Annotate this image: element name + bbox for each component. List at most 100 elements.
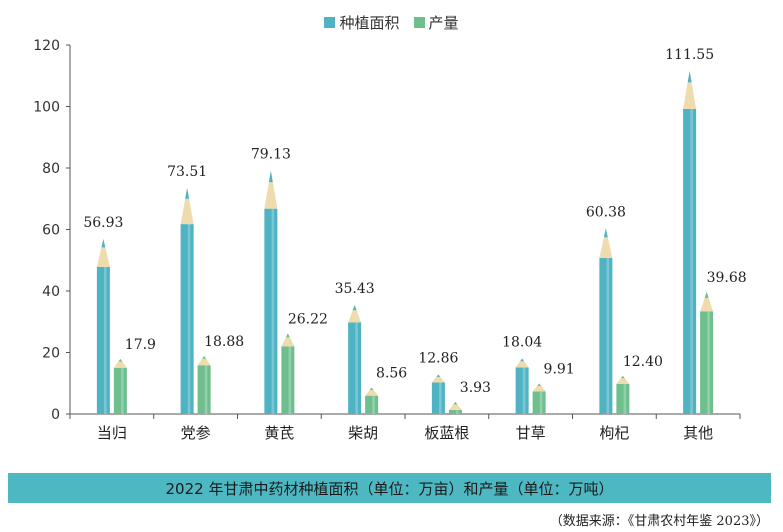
- bar-shade-area-1: [104, 266, 107, 414]
- bar-area-3: [264, 208, 278, 414]
- bar-tip-area-6: [515, 358, 529, 368]
- bar-shade-area-6: [522, 367, 526, 414]
- bar-lead-area-4: [352, 305, 357, 311]
- bar-tip-output-3: [281, 333, 295, 347]
- bar-tip-output-6: [532, 383, 546, 392]
- bar-tip-area-8: [683, 70, 697, 109]
- bar-lead-area-1: [101, 238, 106, 248]
- bar-lead-area-3: [268, 170, 273, 183]
- bar-lead-output-6: [537, 383, 542, 386]
- bar-area-8: [683, 108, 697, 414]
- y-tick-label: 80: [42, 161, 60, 177]
- y-tick-label: 40: [42, 284, 60, 300]
- bar-chart: 0 20 40 60 80 100 120 56.93 17.9 当归 73.51 18.88 党参 79…: [33, 38, 747, 442]
- bar-tip-output-8: [700, 291, 714, 312]
- bar-shade-output-1: [121, 367, 124, 414]
- data-label-output-4: 8.56: [376, 366, 407, 382]
- bar-lead-area-2: [185, 187, 190, 199]
- bar-output-5: [448, 409, 462, 414]
- data-label-area-7: 60.38: [586, 204, 626, 220]
- bar-output-6: [532, 391, 546, 414]
- bar-shade-output-3: [288, 346, 292, 414]
- bar-lead-output-2: [202, 355, 207, 359]
- bar-tip-output-7: [616, 375, 630, 384]
- x-tick-label: 当归: [97, 424, 127, 442]
- bar-lead-output-7: [620, 375, 625, 379]
- bar-output-3: [281, 346, 295, 414]
- bar-shade-output-6: [539, 391, 543, 414]
- x-tick-label: 其他: [683, 424, 713, 442]
- x-tick-label: 甘草: [516, 424, 546, 442]
- bar-tip-area-1: [96, 238, 110, 267]
- bar-shade-area-2: [187, 224, 191, 414]
- bar-tip-area-2: [180, 187, 194, 225]
- data-label-output-8: 39.68: [707, 270, 747, 286]
- bar-lead-output-3: [285, 333, 290, 338]
- legend-label-output: 产量: [428, 14, 459, 32]
- data-label-area-5: 12.86: [418, 350, 458, 366]
- bar-shade-output-7: [623, 383, 627, 414]
- y-tick-label: 120: [33, 38, 60, 54]
- bar-area-2: [180, 224, 194, 414]
- bar-lead-area-7: [603, 228, 608, 238]
- bar-output-4: [365, 395, 379, 414]
- legend-swatch-output: [413, 17, 425, 28]
- bar-lead-output-8: [704, 291, 709, 298]
- data-label-area-6: 18.04: [502, 335, 542, 351]
- data-label-output-1: 17.9: [125, 337, 156, 353]
- bar-shade-output-2: [204, 365, 208, 414]
- data-label-area-8: 111.55: [665, 47, 714, 63]
- bar-lead-area-6: [520, 358, 525, 362]
- bar-area-4: [348, 322, 362, 414]
- x-tick-label: 枸杞: [599, 424, 629, 442]
- data-label-output-3: 26.22: [288, 311, 328, 327]
- bar-shade-output-8: [707, 311, 710, 414]
- bar-lead-output-1: [118, 358, 123, 362]
- bar-output-8: [700, 311, 714, 414]
- legend-label-area: 种植面积: [339, 14, 400, 32]
- caption-text: 2022 年甘肃中药材种植面积（单位：万亩）和产量（单位：万吨）: [165, 479, 614, 498]
- bar-tip-output-5: [448, 401, 462, 410]
- chart-caption: 2022 年甘肃中药材种植面积（单位：万亩）和产量（单位：万吨）: [8, 473, 771, 503]
- data-label-output-6: 9.91: [544, 362, 575, 378]
- x-tick-label: 党参: [181, 424, 211, 442]
- bar-area-5: [431, 382, 445, 414]
- bar-tip-output-4: [365, 387, 379, 396]
- y-tick-label: 100: [33, 100, 60, 116]
- bar-lead-area-8: [687, 70, 692, 83]
- data-label-area-1: 56.93: [83, 215, 123, 231]
- bar-lead-output-5: [453, 401, 458, 405]
- bar-shade-area-5: [439, 382, 442, 414]
- bar-tip-output-1: [113, 358, 127, 368]
- x-tick-label: 柴胡: [348, 424, 378, 442]
- bar-tip-area-3: [264, 170, 278, 209]
- bar-area-6: [515, 367, 529, 414]
- x-tick-label: 黄芪: [264, 424, 294, 442]
- data-label-output-2: 18.88: [204, 334, 244, 350]
- bar-tip-area-7: [599, 228, 613, 259]
- y-tick-label: 60: [42, 223, 60, 239]
- bar-output-1: [113, 367, 127, 414]
- bar-shade-area-3: [271, 208, 275, 414]
- bar-tip-area-4: [348, 305, 362, 323]
- bar-lead-output-4: [369, 387, 374, 391]
- bar-shade-output-4: [372, 395, 375, 414]
- bar-tip-output-2: [197, 355, 211, 366]
- bar-shade-area-8: [690, 108, 693, 414]
- data-label-area-4: 35.43: [335, 281, 375, 297]
- bar-lead-area-5: [436, 374, 441, 377]
- legend-swatch-area: [324, 17, 336, 28]
- data-label-output-5: 3.93: [460, 380, 491, 396]
- legend-item-output: 产量: [413, 12, 459, 33]
- data-source: （数据来源：《甘肃农村年鉴 2023》）: [549, 514, 769, 529]
- bar-output-2: [197, 365, 211, 414]
- y-tick-label: 20: [42, 346, 60, 362]
- data-label-area-3: 79.13: [251, 147, 291, 163]
- bar-tip-area-5: [431, 374, 445, 383]
- x-tick-label: 板蓝根: [424, 424, 469, 442]
- bar-area-7: [599, 258, 613, 414]
- bar-shade-area-7: [606, 258, 610, 414]
- bar-output-7: [616, 383, 630, 414]
- data-label-area-2: 73.51: [167, 164, 207, 180]
- bar-shade-area-4: [355, 322, 358, 414]
